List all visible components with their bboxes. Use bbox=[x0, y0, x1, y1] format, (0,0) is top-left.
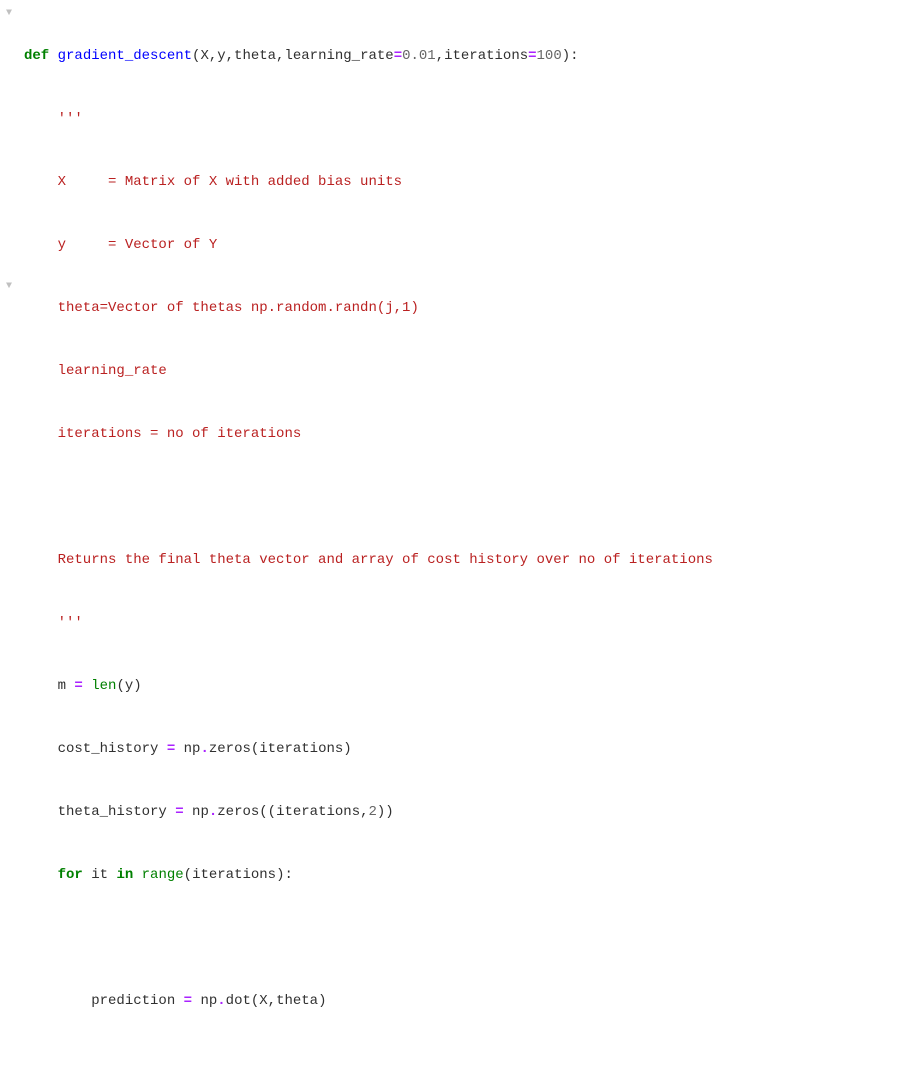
operator: . bbox=[209, 804, 217, 820]
code-line bbox=[24, 928, 904, 949]
code-text: ,iterations bbox=[436, 48, 528, 64]
code-text: theta_history bbox=[24, 804, 175, 820]
keyword-in: in bbox=[116, 867, 133, 883]
code-text: zeros(iterations) bbox=[209, 741, 352, 757]
docstring: iterations = no of iterations bbox=[24, 426, 301, 442]
code-line: y = Vector of Y bbox=[24, 235, 904, 256]
code-line bbox=[24, 487, 904, 508]
code-text: ): bbox=[562, 48, 579, 64]
docstring bbox=[24, 489, 58, 505]
code-text: (y) bbox=[116, 678, 141, 694]
number-literal: 100 bbox=[537, 48, 562, 64]
code-line: Returns the final theta vector and array… bbox=[24, 550, 904, 571]
keyword-for: for bbox=[58, 867, 83, 883]
code-container: ▼ ▼ def gradient_descent(X,y,theta,learn… bbox=[0, 4, 904, 1070]
code-line: m = len(y) bbox=[24, 676, 904, 697]
operator: = bbox=[175, 804, 183, 820]
code-area[interactable]: def gradient_descent(X,y,theta,learning_… bbox=[24, 4, 904, 1070]
code-line: cost_history = np.zeros(iterations) bbox=[24, 739, 904, 760]
code-line: def gradient_descent(X,y,theta,learning_… bbox=[24, 46, 904, 67]
docstring: ''' bbox=[24, 111, 83, 127]
number-literal: 2 bbox=[369, 804, 377, 820]
docstring: theta=Vector of thetas np.random.randn(j… bbox=[24, 300, 419, 316]
code-text bbox=[133, 867, 141, 883]
builtin: len bbox=[91, 678, 116, 694]
code-text: zeros((iterations, bbox=[217, 804, 368, 820]
code-text: )) bbox=[377, 804, 394, 820]
code-text: dot(X,theta) bbox=[226, 993, 327, 1009]
code-line: for it in range(iterations): bbox=[24, 865, 904, 886]
operator: = bbox=[167, 741, 175, 757]
docstring: y = Vector of Y bbox=[24, 237, 217, 253]
code-line: X = Matrix of X with added bias units bbox=[24, 172, 904, 193]
docstring: ''' bbox=[24, 615, 83, 631]
code-text: m bbox=[24, 678, 74, 694]
code-gutter: ▼ ▼ bbox=[0, 4, 24, 1070]
operator: = bbox=[74, 678, 82, 694]
code-text: cost_history bbox=[24, 741, 167, 757]
number-literal: 0.01 bbox=[402, 48, 436, 64]
code-text: it bbox=[83, 867, 117, 883]
code-line: iterations = no of iterations bbox=[24, 424, 904, 445]
builtin: range bbox=[142, 867, 184, 883]
code-line bbox=[24, 1054, 904, 1070]
code-text bbox=[83, 678, 91, 694]
operator: = bbox=[184, 993, 192, 1009]
operator: = bbox=[528, 48, 536, 64]
code-text: (X,y,theta,learning_rate bbox=[192, 48, 394, 64]
code-line: prediction = np.dot(X,theta) bbox=[24, 991, 904, 1012]
fold-marker-icon[interactable]: ▼ bbox=[0, 6, 24, 27]
operator: = bbox=[394, 48, 402, 64]
fold-marker-icon[interactable]: ▼ bbox=[0, 279, 24, 300]
code-text: (iterations): bbox=[184, 867, 293, 883]
function-name: gradient_descent bbox=[58, 48, 192, 64]
code-line: theta_history = np.zeros((iterations,2)) bbox=[24, 802, 904, 823]
operator: . bbox=[200, 741, 208, 757]
code-line: ''' bbox=[24, 109, 904, 130]
code-line: learning_rate bbox=[24, 361, 904, 382]
code-line: ''' bbox=[24, 613, 904, 634]
docstring: X = Matrix of X with added bias units bbox=[24, 174, 402, 190]
code-text: np bbox=[184, 804, 209, 820]
code-text: np bbox=[175, 741, 200, 757]
docstring: learning_rate bbox=[24, 363, 167, 379]
docstring: Returns the final theta vector and array… bbox=[24, 552, 713, 568]
keyword-def: def bbox=[24, 48, 49, 64]
code-text: np bbox=[192, 993, 217, 1009]
operator: . bbox=[217, 993, 225, 1009]
code-line: theta=Vector of thetas np.random.randn(j… bbox=[24, 298, 904, 319]
code-text: prediction bbox=[24, 993, 184, 1009]
